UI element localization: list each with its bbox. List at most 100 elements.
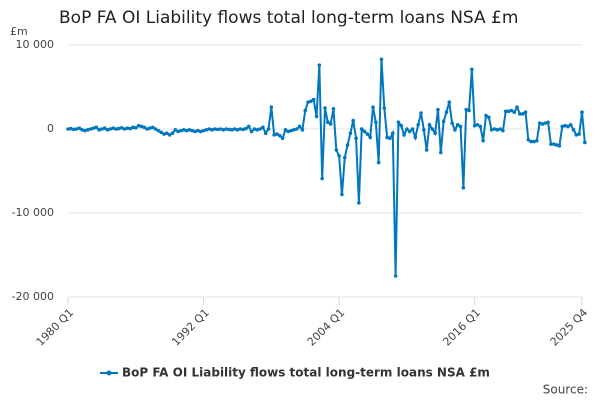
point [512,110,517,114]
point [210,128,214,132]
series-line [67,59,586,277]
point [246,124,251,129]
point [114,127,118,131]
point [354,136,358,141]
x-tick-label: 2004 Q1 [305,306,348,349]
point [294,127,299,131]
point [371,105,375,109]
point [410,127,415,131]
point [518,112,522,116]
point [551,142,556,146]
point [523,110,528,114]
point [359,127,364,131]
point [66,127,70,131]
point [571,128,576,132]
point [159,130,163,135]
point [235,128,240,132]
point [328,122,333,126]
point [416,123,420,127]
point [357,201,361,205]
point [167,133,172,137]
point [376,160,381,165]
point [393,274,398,278]
point [139,124,144,129]
point [283,128,288,132]
point [173,128,178,132]
point [419,111,423,115]
point [540,122,545,126]
point [314,114,319,119]
point [554,143,559,147]
x-tick-label: 2025 Q4 [548,306,591,349]
point [83,128,87,133]
point [450,121,454,125]
point [105,128,110,132]
point [176,129,180,134]
point [117,126,121,131]
point [543,121,548,125]
point [334,148,339,152]
point [422,128,426,132]
legend-label: BoP FA OI Liability flows total long-ter… [122,366,490,380]
point [501,128,505,133]
x-tick-label: 1980 Q1 [34,306,77,349]
point [489,128,494,132]
point [153,127,158,131]
point [464,107,469,112]
point [436,107,440,112]
point [85,128,90,132]
point [509,108,514,113]
point [317,63,322,67]
point [526,138,531,142]
point [549,142,553,146]
point [221,128,226,132]
point [156,128,161,133]
point [461,186,466,190]
point [532,139,536,144]
point [535,138,539,143]
x-tick-label: 2016 Q1 [440,306,483,349]
point [170,131,175,135]
point [379,57,384,62]
point [413,135,418,140]
point [458,124,463,129]
point [472,123,477,128]
point [453,128,457,132]
point [162,132,166,136]
point [574,133,579,137]
point [207,127,212,131]
point [478,124,483,129]
point [546,120,550,125]
point [269,105,274,109]
chart-title: BoP FA OI Liability flows total long-ter… [59,8,518,28]
point [74,127,79,131]
point [218,127,223,131]
point [69,126,73,131]
point [407,129,412,134]
point [91,126,96,130]
point [232,127,237,131]
point [258,127,262,131]
point [136,123,141,128]
point [100,127,104,131]
point [399,123,404,128]
point [292,128,296,132]
point [71,127,76,132]
point [396,120,401,125]
point [97,128,101,132]
point [438,150,443,155]
point [193,129,197,134]
point [165,131,169,135]
point [184,128,189,133]
point [515,105,519,109]
x-tick-label: 1992 Q1 [169,306,212,349]
point [441,119,446,124]
point [133,125,138,130]
point [286,129,291,134]
point [263,131,268,135]
source: Source: [543,383,588,397]
legend-marker [106,370,112,376]
point [560,124,565,129]
point [289,128,293,133]
point [447,100,452,104]
